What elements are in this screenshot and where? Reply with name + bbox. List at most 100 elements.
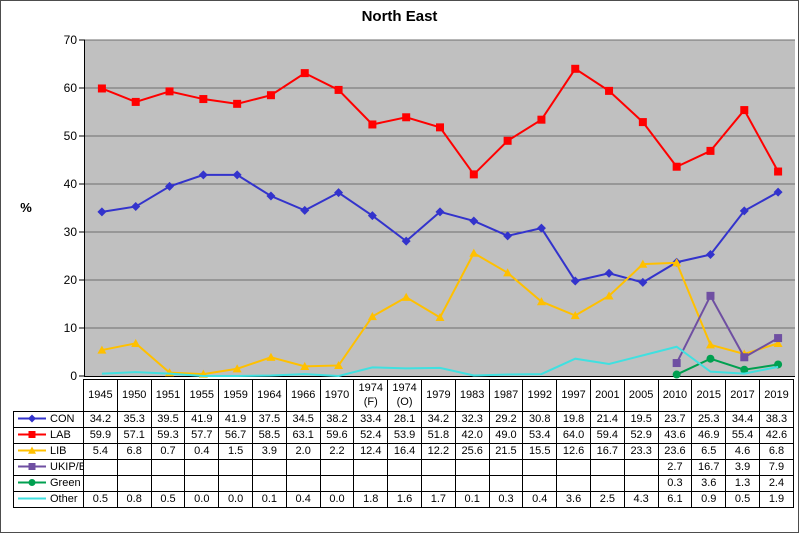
con-marker-icon bbox=[131, 202, 141, 212]
con-marker-icon bbox=[773, 187, 783, 197]
value-cell: 59.9 bbox=[83, 427, 118, 444]
lib-marker-icon bbox=[401, 292, 411, 301]
value-cell: 12.2 bbox=[420, 443, 456, 460]
value-cell: 19.8 bbox=[556, 411, 591, 428]
value-cell: 53.9 bbox=[387, 427, 422, 444]
lab-marker-icon bbox=[571, 64, 580, 73]
legend-cell-lib: LIB bbox=[13, 443, 84, 460]
ukip-br-marker-icon bbox=[774, 334, 783, 343]
legend-cell-other: Other bbox=[13, 491, 84, 508]
year-cell: 2019 bbox=[758, 379, 795, 412]
value-cell bbox=[387, 475, 422, 492]
lib-marker-icon bbox=[469, 248, 479, 257]
value-cell: 58.5 bbox=[251, 427, 287, 444]
value-cell: 2.2 bbox=[319, 443, 355, 460]
lib-marker-icon bbox=[97, 345, 107, 354]
value-cell bbox=[116, 459, 152, 476]
value-cell: 4.3 bbox=[623, 491, 659, 508]
value-cell: 34.2 bbox=[83, 411, 118, 428]
value-cell: 25.6 bbox=[454, 443, 490, 460]
table-row-lab: LAB 59.9 57.1 59.3 57.7 56.7 58.5 63.1 59.6 52.4 5… bbox=[13, 427, 795, 444]
con-marker-icon bbox=[232, 170, 242, 180]
year-cell: 1983 bbox=[454, 379, 490, 412]
con-marker-icon bbox=[401, 236, 411, 246]
green-marker-icon bbox=[672, 370, 681, 379]
value-cell: 0.9 bbox=[691, 491, 727, 508]
value-cell: 25.3 bbox=[691, 411, 727, 428]
lab-marker-icon bbox=[266, 91, 275, 100]
value-cell bbox=[83, 475, 118, 492]
value-cell bbox=[150, 459, 186, 476]
con-marker-icon bbox=[705, 250, 715, 260]
value-cell bbox=[319, 475, 355, 492]
y-tick-label: 70 bbox=[63, 33, 77, 47]
other-line bbox=[101, 345, 779, 378]
year-cell: 1992 bbox=[522, 379, 558, 412]
value-cell: 1.5 bbox=[218, 443, 253, 460]
con-marker-icon bbox=[367, 211, 377, 221]
legend-label: LAB bbox=[50, 428, 71, 441]
value-cell: 1.8 bbox=[353, 491, 389, 508]
value-cell: 42.0 bbox=[454, 427, 490, 444]
lib-marker-icon bbox=[435, 312, 445, 322]
green-legend-marker-icon bbox=[18, 478, 46, 486]
legend-cell-ukip-br: UKIP/Br bbox=[13, 459, 84, 476]
value-cell: 1.9 bbox=[758, 491, 795, 508]
year-cell: 1997 bbox=[556, 379, 591, 412]
value-cell: 16.7 bbox=[589, 443, 625, 460]
con-marker-icon bbox=[334, 188, 344, 198]
con-marker-icon bbox=[435, 207, 445, 217]
year-cell: 1974 (F) bbox=[353, 379, 389, 412]
year-cell: 1959 bbox=[218, 379, 253, 412]
table-row-other: Other 0.5 0.8 0.5 0.0 0.0 0.1 0.4 0.0 1.8 1.6 1.7 0.… bbox=[13, 491, 795, 508]
value-cell: 0.5 bbox=[150, 491, 186, 508]
value-cell bbox=[116, 475, 152, 492]
value-cell bbox=[522, 459, 558, 476]
value-cell: 19.5 bbox=[623, 411, 659, 428]
value-cell: 59.6 bbox=[319, 427, 355, 444]
value-cell: 0.3 bbox=[657, 475, 693, 492]
lib-marker-icon bbox=[570, 311, 580, 320]
value-cell: 41.9 bbox=[218, 411, 253, 428]
lib-marker-icon bbox=[131, 338, 141, 347]
y-tick-label: 10 bbox=[63, 321, 77, 335]
value-cell: 16.7 bbox=[691, 459, 727, 476]
value-cell: 43.6 bbox=[657, 427, 693, 444]
value-cell: 53.4 bbox=[522, 427, 558, 444]
green-line bbox=[676, 357, 779, 376]
y-tick-label: 20 bbox=[63, 273, 77, 287]
value-cell bbox=[623, 459, 659, 476]
value-cell: 30.8 bbox=[522, 411, 558, 428]
data-table: 1945 1950 1951 1955 1959 1964 1966 1970 1974 (F)… bbox=[13, 379, 795, 508]
value-cell: 6.8 bbox=[758, 443, 795, 460]
value-cell: 0.5 bbox=[725, 491, 760, 508]
lab-marker-icon bbox=[469, 170, 478, 179]
value-cell: 37.5 bbox=[251, 411, 287, 428]
con-marker-icon bbox=[469, 216, 479, 226]
value-cell: 59.4 bbox=[589, 427, 625, 444]
other-legend-marker-icon bbox=[18, 497, 46, 500]
value-cell: 2.4 bbox=[758, 475, 795, 492]
value-cell: 0.4 bbox=[522, 491, 558, 508]
value-cell: 3.9 bbox=[725, 459, 760, 476]
con-marker-icon bbox=[300, 205, 310, 215]
value-cell: 7.9 bbox=[758, 459, 795, 476]
value-cell bbox=[251, 475, 287, 492]
value-cell: 6.1 bbox=[657, 491, 693, 508]
value-cell: 0.0 bbox=[184, 491, 220, 508]
value-cell: 51.8 bbox=[420, 427, 456, 444]
value-cell bbox=[353, 459, 389, 476]
lab-marker-icon bbox=[706, 146, 715, 155]
value-cell bbox=[522, 475, 558, 492]
lib-marker-icon bbox=[503, 268, 513, 277]
value-cell: 0.5 bbox=[83, 491, 118, 508]
value-cell bbox=[454, 475, 490, 492]
value-cell: 39.5 bbox=[150, 411, 186, 428]
lib-marker-icon bbox=[773, 338, 783, 347]
lab-marker-icon bbox=[740, 106, 749, 115]
lab-marker-icon bbox=[368, 120, 377, 129]
value-cell: 15.5 bbox=[522, 443, 558, 460]
value-cell bbox=[488, 459, 524, 476]
value-cell: 57.1 bbox=[116, 427, 152, 444]
y-axis-title: % bbox=[20, 200, 32, 215]
